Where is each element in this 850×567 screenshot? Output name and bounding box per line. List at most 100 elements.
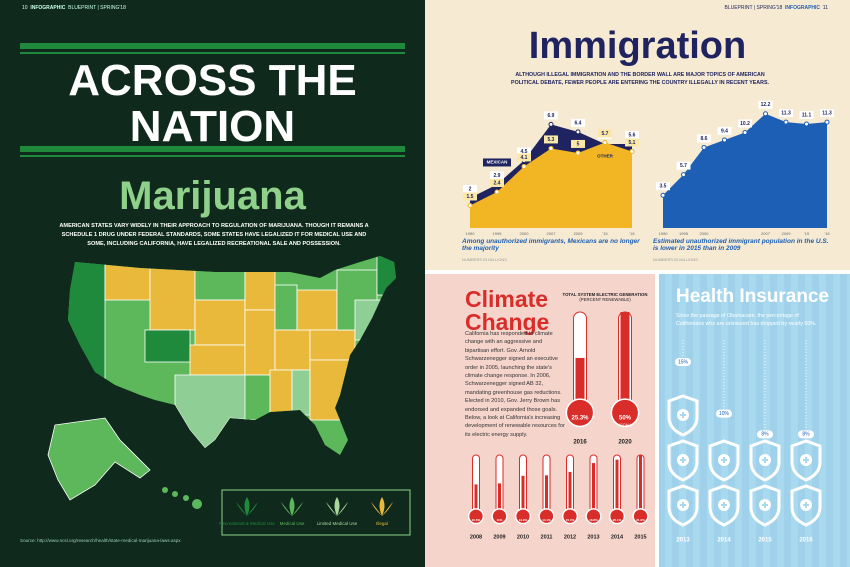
- shield: [708, 484, 740, 527]
- point: [494, 189, 500, 195]
- leaf-icon: [281, 497, 303, 516]
- value-label-bg: [544, 111, 558, 120]
- series-name: OTHER: [597, 154, 614, 159]
- x-label: 2007: [547, 231, 557, 236]
- thermo-bulb: [585, 508, 602, 525]
- area: [470, 142, 632, 228]
- point: [742, 129, 748, 135]
- rule: [20, 52, 405, 54]
- value-label-bg: [571, 118, 585, 127]
- point: [824, 119, 830, 125]
- thermo-fill: [568, 471, 572, 512]
- value-label: 21.9%: [636, 518, 645, 522]
- legend-label: Recreational & Medical Use: [219, 521, 275, 526]
- value-label-bg: [697, 134, 711, 143]
- rule: [20, 43, 405, 49]
- value-label-bg: [656, 182, 670, 191]
- value-label: 25.3%: [571, 416, 589, 422]
- year: 2016: [573, 440, 587, 446]
- shield: [749, 439, 781, 482]
- value-label-bg: [738, 119, 752, 128]
- x-label: 2009: [574, 231, 584, 236]
- series-name: MEXICAN: [487, 160, 508, 165]
- thermo-fill: [474, 484, 478, 512]
- legend-label: Illegal: [376, 521, 388, 526]
- shield: [667, 484, 699, 527]
- value-label: 11.3: [781, 110, 791, 116]
- thermo-bulb: [632, 508, 649, 525]
- rule: [20, 155, 405, 157]
- health-title: Health Insurance: [676, 286, 830, 307]
- value-label: 5: [577, 141, 580, 147]
- heading: Marijuana: [119, 174, 306, 218]
- value-label: 2.4: [494, 180, 501, 186]
- x-label: 2000: [700, 231, 710, 236]
- year: 2020: [618, 440, 632, 446]
- value-label: 18.8%: [589, 518, 598, 522]
- folio: 10 INFOGRAPHIC BLUEPRINT | SPRING'18: [22, 5, 126, 11]
- value-pill: [798, 430, 814, 439]
- thermo-fill: [575, 357, 585, 405]
- year: 2011: [541, 534, 553, 540]
- thermo-bulb: [467, 508, 485, 525]
- caption: Among unauthorized immigrants, Mexicans …: [462, 238, 640, 252]
- x-label: '16: [824, 231, 830, 236]
- title: ACROSS THE NATION: [68, 56, 357, 151]
- shield-plus: [680, 412, 686, 418]
- value-label-bg: [676, 161, 691, 170]
- thermo-bulb: [565, 398, 595, 428]
- point: [722, 137, 727, 143]
- page-number: 11: [822, 5, 828, 11]
- value-label: 14.1%: [542, 518, 551, 522]
- point: [467, 202, 473, 208]
- value-label: 8%: [761, 432, 769, 438]
- year: 2010: [517, 534, 529, 540]
- note: NUMBERS IN MILLIONS: [653, 257, 698, 262]
- shield: [708, 439, 740, 482]
- point: [575, 150, 581, 156]
- value-label: 15%: [678, 359, 689, 365]
- health-body: Since the passage of Obamacare, the perc…: [676, 313, 817, 327]
- page-number: 10: [22, 5, 28, 11]
- value-label-bg: [463, 192, 477, 201]
- value-label: 20.1%: [613, 518, 622, 522]
- value-label: 8%: [802, 432, 810, 438]
- value-label-bg: [517, 153, 531, 162]
- year: 2008: [470, 534, 482, 540]
- magazine: BLUEPRINT | SPRING'18: [68, 5, 126, 11]
- thermo-fill: [639, 455, 642, 512]
- x-label: 1990: [659, 231, 669, 236]
- immigration-intro: ALTHOUGH ILLEGAL IMMIGRATION AND THE BOR…: [511, 72, 769, 86]
- shield-plus: [803, 457, 809, 463]
- value-label-bg: [799, 111, 814, 120]
- shield: [790, 439, 822, 482]
- x-label: 1995: [679, 231, 689, 236]
- shield-plus: [680, 457, 686, 463]
- leaf-icon: [326, 497, 348, 516]
- value-label: 10.2: [740, 121, 750, 127]
- caption: Estimated unauthorized immigrant populat…: [653, 238, 829, 252]
- value-label: 1.5: [467, 194, 474, 200]
- year: 2013: [587, 534, 599, 540]
- thermo-fill: [545, 475, 548, 512]
- x-label: '15: [602, 231, 608, 236]
- leaf-icon: [371, 497, 393, 516]
- value-label: 6.9: [548, 113, 555, 119]
- value-label-bg: [625, 130, 639, 139]
- value-label: 5.7: [680, 163, 687, 169]
- x-label: 2000: [520, 231, 530, 236]
- value-label-bg: [625, 138, 639, 147]
- year: 2009: [493, 534, 505, 540]
- year: 2012: [564, 534, 576, 540]
- value-pill: [675, 358, 691, 366]
- year: 2015: [634, 534, 646, 540]
- value-label: 4.1: [521, 155, 528, 161]
- section: INFOGRAPHIC: [30, 5, 66, 11]
- thermo-fill: [620, 312, 630, 405]
- value-label: 11%: [497, 518, 503, 522]
- shield-plus: [762, 457, 768, 463]
- immigration-title: Immigration: [528, 25, 747, 67]
- year: 2014: [717, 538, 731, 544]
- point: [602, 139, 608, 145]
